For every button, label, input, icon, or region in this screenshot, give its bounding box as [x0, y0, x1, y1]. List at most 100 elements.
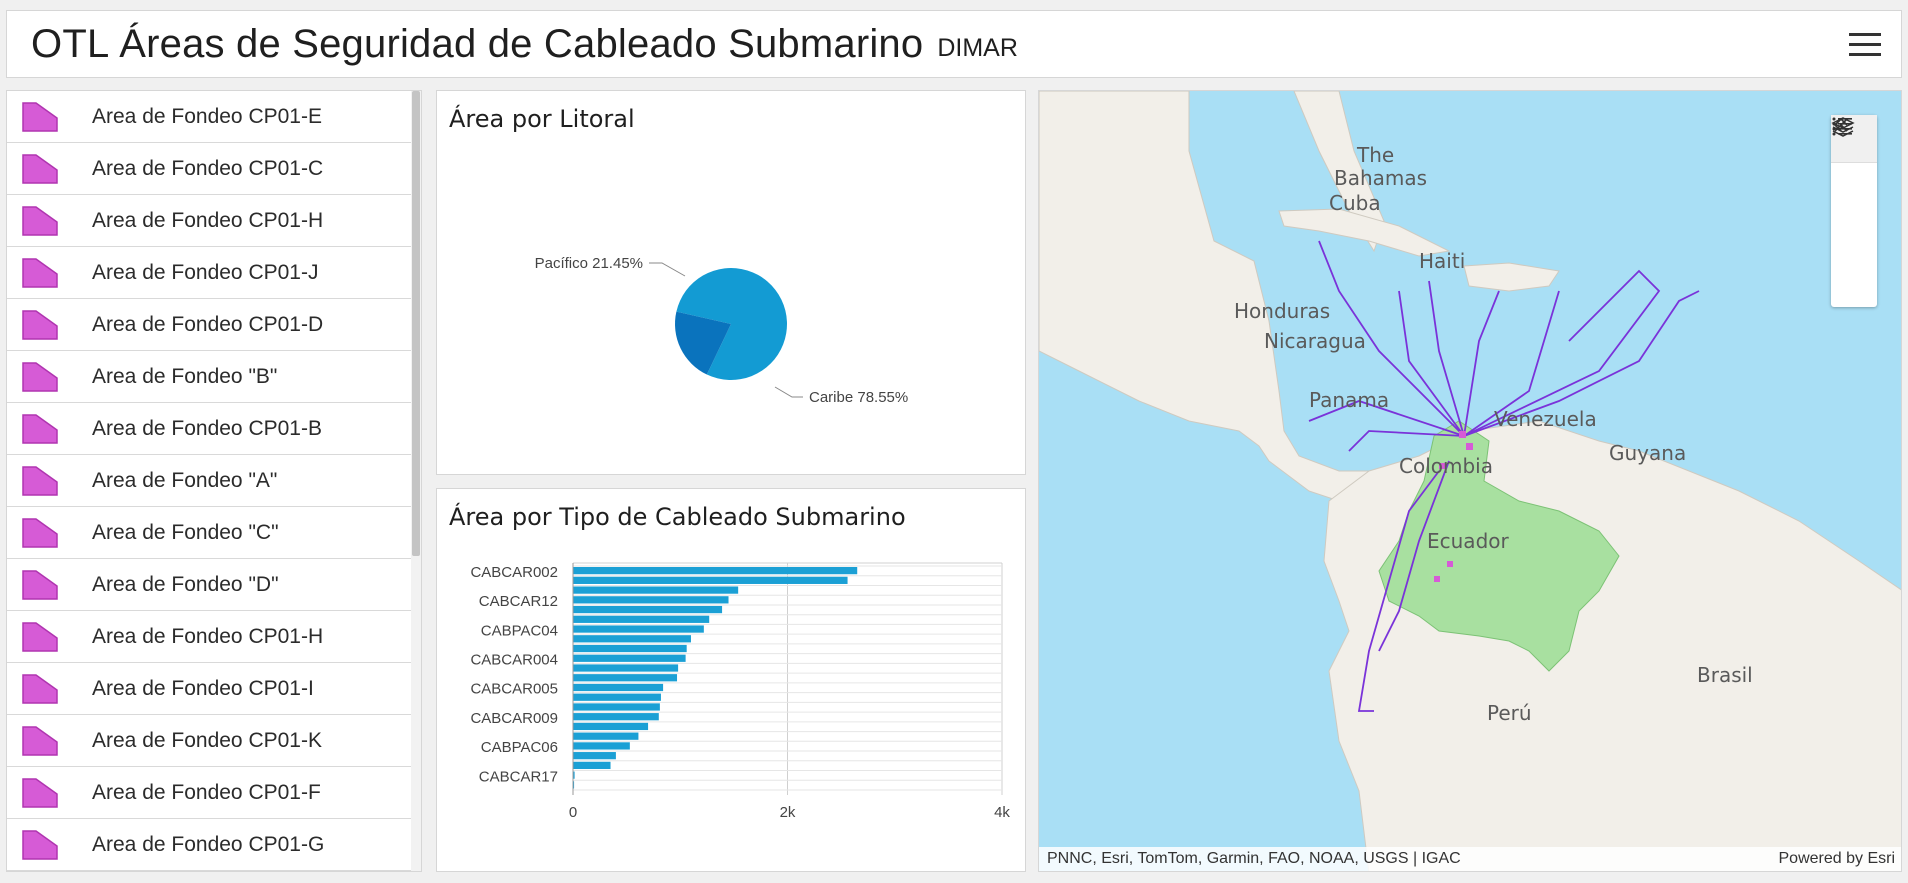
pie-leader-line	[649, 262, 686, 277]
bar[interactable]	[573, 615, 710, 623]
pie-label: Pacífico 21.45%	[535, 255, 643, 272]
feature-list: Area de Fondeo CP01-E Area de Fondeo CP01…	[6, 90, 422, 872]
pie-label: Caribe 78.55%	[809, 389, 908, 406]
bar[interactable]	[573, 713, 659, 721]
list-item[interactable]: Area de Fondeo CP01-J	[7, 247, 413, 299]
y-tick-label: CABCAR17	[479, 768, 558, 785]
map-view[interactable]: The Bahamas Cuba Haiti Honduras Nicaragua Pana…	[1038, 90, 1902, 872]
list-item[interactable]: Area de Fondeo "B"	[7, 351, 413, 403]
y-tick-label: CABCAR002	[470, 564, 558, 581]
bar[interactable]	[573, 576, 848, 584]
bar[interactable]	[573, 683, 664, 692]
y-tick-label: CABPAC06	[481, 739, 558, 756]
list-item[interactable]: Area de Fondeo CP01-F	[7, 767, 413, 819]
list-item[interactable]: Area de Fondeo CP01-B	[7, 403, 413, 455]
anchorage-areas	[1434, 431, 1473, 582]
list-item-label: Area de Fondeo "A"	[92, 468, 278, 492]
bar[interactable]	[573, 771, 575, 779]
list-item[interactable]: Area de Fondeo CP01-H	[7, 611, 413, 663]
map-attribution: PNNC, Esri, TomTom, Garmin, FAO, NOAA, U…	[1039, 847, 1901, 871]
app-header: OTL Áreas de Seguridad de Cableado Subma…	[6, 10, 1902, 78]
map-label: Guyana	[1609, 441, 1687, 465]
list-item[interactable]: Area de Fondeo CP01-E	[7, 91, 413, 143]
powered-by[interactable]: Powered by Esri	[1778, 850, 1896, 867]
bar[interactable]	[573, 664, 679, 672]
map-label: Honduras	[1234, 299, 1331, 323]
hamburger-icon[interactable]	[1849, 28, 1881, 60]
map-label: Colombia	[1399, 454, 1493, 478]
legend-icon[interactable]	[1831, 117, 1877, 211]
x-tick-label: 2k	[780, 804, 796, 821]
bar[interactable]	[573, 674, 678, 682]
pie-slice-pacífico[interactable]	[675, 311, 731, 375]
polygon-symbol-icon	[22, 829, 58, 860]
map-label: Cuba	[1329, 191, 1381, 215]
polygon-symbol-icon	[22, 673, 58, 704]
list-item[interactable]: Area de Fondeo CP01-G	[7, 819, 413, 871]
bar-chart: 0 2k 4k CABCAR002 CABCAR12 CABPAC04 CABCAR004 C…	[470, 562, 1010, 821]
y-tick-label: CABCAR004	[470, 652, 558, 669]
layers-icon[interactable]	[1831, 117, 1877, 259]
colombia-protected-areas	[1378, 420, 1620, 672]
bar[interactable]	[573, 635, 691, 643]
polygon-symbol-icon	[22, 621, 58, 652]
bar[interactable]	[573, 605, 723, 614]
bar[interactable]	[573, 625, 704, 633]
app-title: OTL Áreas de Seguridad de Cableado Subma…	[31, 21, 924, 66]
bar[interactable]	[573, 781, 575, 789]
map-toolbar	[1831, 115, 1877, 307]
polygon-symbol-icon	[22, 153, 58, 184]
list-item-label: Area de Fondeo CP01-C	[92, 156, 324, 180]
list-item-label: Area de Fondeo CP01-H	[92, 208, 324, 232]
land-south-america	[1323, 420, 1901, 871]
scrollbar-thumb[interactable]	[412, 91, 420, 556]
list-item[interactable]: Area de Fondeo "A"	[7, 455, 413, 507]
submarine-cables	[1308, 240, 1700, 712]
collapse-left-icon[interactable]	[1831, 118, 1877, 307]
polygon-symbol-icon	[22, 205, 58, 236]
polygon-symbol-icon	[22, 517, 58, 548]
bar[interactable]	[573, 732, 639, 740]
bar[interactable]	[573, 722, 649, 731]
list-scrollbar[interactable]	[411, 91, 421, 871]
list-item[interactable]: Area de Fondeo CP01-H	[7, 195, 413, 247]
bar[interactable]	[573, 654, 686, 662]
land-cuba	[1278, 208, 1451, 257]
list-item[interactable]: Area de Fondeo CP01-C	[7, 143, 413, 195]
polygon-symbol-icon	[22, 257, 58, 288]
polygon-symbol-icon	[22, 309, 58, 340]
bar[interactable]	[573, 644, 687, 653]
list-item[interactable]: Area de Fondeo CP01-D	[7, 299, 413, 351]
bar[interactable]	[573, 703, 660, 711]
list-item-label: Area de Fondeo CP01-D	[92, 312, 324, 336]
y-tick-label: CABCAR12	[479, 593, 558, 610]
attribution-text: PNNC, Esri, TomTom, Garmin, FAO, NOAA, U…	[1047, 850, 1461, 867]
map-label: The	[1357, 143, 1395, 167]
list-item-label: Area de Fondeo CP01-H	[92, 624, 324, 648]
y-tick-label: CABCAR005	[470, 681, 558, 698]
list-item[interactable]: Area de Fondeo CP01-I	[7, 663, 413, 715]
polygon-symbol-icon	[22, 777, 58, 808]
pie-chart: Caribe 78.55% Pacífico 21.45%	[535, 255, 909, 406]
list-item-label: Area de Fondeo "B"	[92, 364, 278, 388]
bar[interactable]	[573, 586, 739, 594]
list-item-label: Area de Fondeo CP01-J	[92, 260, 319, 284]
list-item[interactable]: Area de Fondeo "D"	[7, 559, 413, 611]
basemap[interactable]	[1039, 91, 1902, 872]
list-item-label: Area de Fondeo CP01-E	[92, 104, 322, 128]
bar[interactable]	[573, 596, 729, 604]
map-label: Haiti	[1419, 249, 1466, 273]
map-label: Venezuela	[1494, 407, 1597, 431]
bar[interactable]	[573, 567, 858, 575]
bar[interactable]	[573, 752, 616, 760]
bar[interactable]	[573, 742, 630, 750]
list-item-label: Area de Fondeo "C"	[92, 520, 279, 544]
bar[interactable]	[573, 693, 661, 701]
polygon-symbol-icon	[22, 569, 58, 600]
bar[interactable]	[573, 761, 611, 770]
pie-slice-caribe[interactable]	[676, 268, 787, 381]
map-label: Perú	[1487, 701, 1532, 725]
list-item[interactable]: Area de Fondeo "C"	[7, 507, 413, 559]
list-item[interactable]: Area de Fondeo CP01-K	[7, 715, 413, 767]
polygon-symbol-icon	[22, 413, 58, 444]
